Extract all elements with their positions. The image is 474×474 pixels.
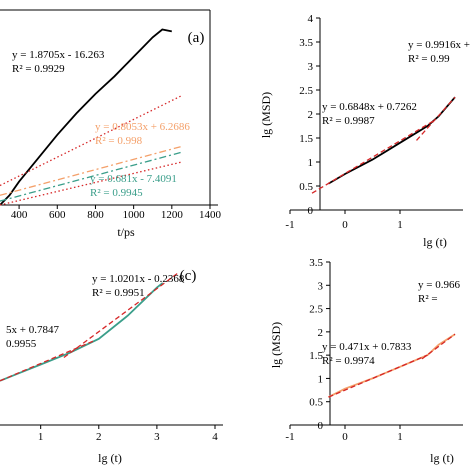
x-tick-label: 1 — [38, 431, 44, 443]
x-tick-label: 1 — [397, 431, 403, 443]
y-tick-label: 3 — [308, 61, 314, 73]
regression-annotation: 5x + 0.7847 — [6, 324, 59, 336]
y-tick-label: 2 — [308, 109, 314, 121]
chart-panel-1: 400 600 800 1000 1200 1400 y = 1.8705x - 16.26… — [0, 9, 222, 239]
x-tick-label: 3 — [154, 431, 160, 443]
regression-annotation: y = 0.9916x + — [408, 39, 470, 51]
x-tick-label: -1 — [285, 219, 294, 231]
regression-annotation: y = 0.471x + 0.7833 — [322, 341, 412, 353]
x-tick-label: 1200 — [161, 209, 184, 221]
y-tick-label: 1 — [318, 373, 324, 385]
chart-panel-3: 1 2 3 4 y = 1.0201x - 0.2368 R² = 0.9951 5x + … — [0, 268, 223, 465]
chart-panel-4: -1 0 1 0 0.5 1 1.5 2 2.5 3 3.5 y = 0.966 R² = y = 0.4… — [269, 257, 463, 465]
series-line-3 — [421, 333, 456, 360]
x-axis-label: lg (t) — [423, 235, 447, 249]
x-tick-label: 800 — [87, 209, 104, 221]
series-line-1 — [328, 333, 456, 398]
x-tick-label: 400 — [11, 209, 28, 221]
series-line-3 — [0, 145, 182, 196]
regression-annotation: y = 0.681x - 7.4091 — [90, 173, 177, 185]
regression-annotation: y = 0.966 — [418, 279, 460, 291]
series-line-2 — [0, 95, 182, 187]
regression-annotation: R² = 0.99 — [408, 53, 450, 65]
series-line-1 — [0, 28, 172, 206]
series-line-1 — [0, 282, 164, 382]
x-tick-label: 2 — [96, 431, 102, 443]
x-tick-label: 0 — [342, 431, 348, 443]
regression-annotation: R² = 0.9974 — [322, 355, 375, 367]
x-axis-label: lg (t) — [430, 451, 454, 465]
series-line-4 — [0, 151, 182, 202]
y-tick-label: 0 — [318, 420, 324, 432]
regression-annotation: y = 1.0201x - 0.2368 — [92, 273, 185, 285]
x-axis-label: t/ps — [117, 225, 135, 239]
y-tick-label: 2.5 — [299, 85, 313, 97]
regression-annotation: y = 0.8053x + 6.2686 — [95, 121, 190, 133]
panel-label: (c) — [180, 268, 197, 284]
regression-annotation: R² = 0.9951 — [92, 287, 145, 299]
y-tick-label: 2.5 — [309, 304, 323, 316]
chart-panel-2: -1 0 1 0 0.5 1 1.5 2 2.5 3 3.5 4 y = 0.9916x + R² = 0… — [259, 13, 470, 249]
x-tick-label: 600 — [49, 209, 66, 221]
regression-annotation: R² = 0.9929 — [12, 63, 65, 75]
regression-annotation: 0.9955 — [6, 338, 37, 350]
series-line-2 — [328, 354, 428, 398]
x-axis-label: lg (t) — [98, 451, 122, 465]
y-tick-label: 3 — [318, 280, 324, 292]
y-tick-label: 1 — [308, 157, 314, 169]
y-tick-label: 0 — [308, 205, 314, 217]
regression-annotation: y = 0.6848x + 0.7262 — [322, 101, 417, 113]
y-tick-label: 4 — [308, 13, 314, 25]
x-tick-label: 1 — [397, 219, 403, 231]
series-line-3 — [416, 96, 456, 141]
x-tick-label: 0 — [342, 219, 348, 231]
y-tick-label: 1.5 — [309, 350, 323, 362]
x-tick-label: 1000 — [123, 209, 146, 221]
y-tick-label: 3.5 — [299, 37, 313, 49]
x-tick-label: 1400 — [199, 209, 222, 221]
y-axis-label: lg (MSD) — [259, 92, 273, 138]
regression-annotation: R² = 0.9987 — [322, 115, 375, 127]
x-tick-label: 4 — [212, 431, 218, 443]
y-tick-label: 2 — [318, 327, 324, 339]
regression-annotation: y = 1.8705x - 16.263 — [12, 49, 105, 61]
regression-annotation: R² = 0.9945 — [90, 187, 143, 199]
regression-annotation: R² = — [418, 293, 438, 305]
y-tick-label: 3.5 — [309, 257, 323, 269]
y-axis-label: lg (MSD) — [269, 322, 283, 368]
y-tick-label: 0.5 — [299, 181, 313, 193]
panel-label: (a) — [188, 30, 205, 46]
series-line-5 — [0, 161, 182, 206]
y-tick-label: 1.5 — [299, 133, 313, 145]
x-tick-label: -1 — [285, 431, 294, 443]
regression-annotation: R² = 0.998 — [95, 135, 143, 147]
y-tick-label: 0.5 — [309, 397, 323, 409]
